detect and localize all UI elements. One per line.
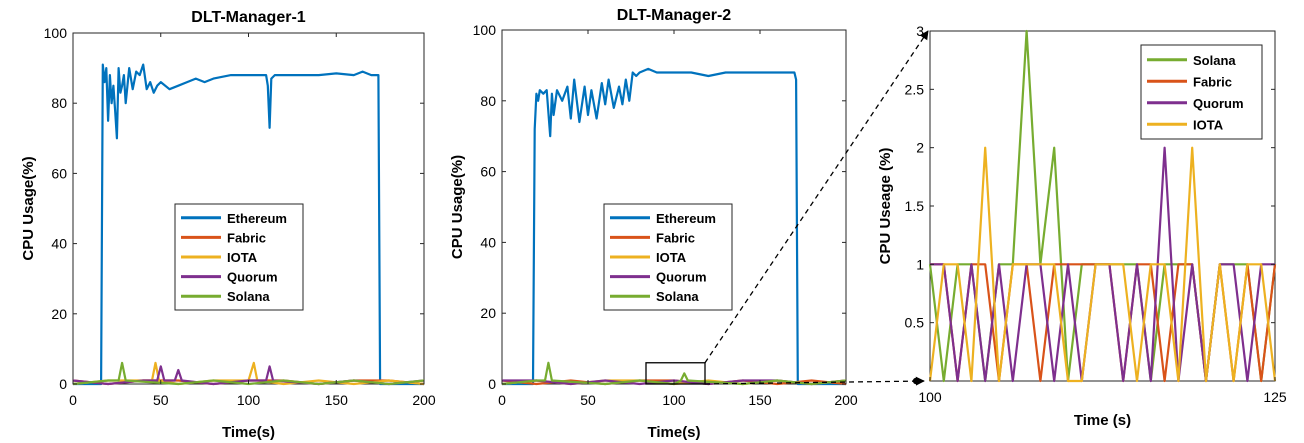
legend-label-ethereum-2: Ethereum: [656, 211, 716, 226]
y-axis-label-2: CPU Usage(%): [449, 155, 466, 259]
y-axis-label-3: CPU Useage (%): [877, 148, 894, 265]
y-tick-label-1: 40: [51, 236, 67, 252]
x-tick-label-2: 50: [580, 392, 596, 408]
y-tick-label-3: 3: [916, 23, 924, 39]
x-tick-label-1: 150: [325, 392, 349, 408]
y-tick-label-1: 60: [51, 165, 67, 181]
x-tick-label-2: 100: [662, 392, 686, 408]
y-tick-label-2: 40: [480, 234, 496, 250]
x-tick-label-2: 0: [498, 392, 506, 408]
y-tick-label-2: 0: [488, 376, 496, 392]
y-tick-label-3: 1.5: [905, 198, 925, 214]
zoom-arrow-bottom-dot: [912, 377, 920, 385]
legend-label-quorum-1: Quorum: [227, 270, 278, 285]
y-tick-label-2: 80: [480, 93, 496, 109]
zoom-arrow-bottom: [704, 376, 925, 386]
x-axis-label-1: Time(s): [222, 424, 275, 441]
x-tick-label-1: 0: [69, 392, 77, 408]
x-tick-label-2: 150: [748, 392, 772, 408]
y-tick-label-3: 1: [916, 256, 924, 272]
x-axis-label-2: Time(s): [647, 424, 700, 441]
legend-label-solana-1: Solana: [227, 289, 270, 304]
series-line-ethereum-1: [73, 63, 424, 386]
zoom-region-box: [645, 362, 706, 385]
x-tick-label-2: 200: [834, 392, 858, 408]
legend-label-iota-1: IOTA: [227, 250, 258, 265]
y-tick-label-2: 60: [480, 164, 496, 180]
series-line-iota-3: [928, 146, 1277, 383]
chart-title-1: DLT-Manager-1: [191, 9, 305, 26]
y-tick-label-3: 2.5: [905, 81, 925, 97]
y-tick-label-2: 100: [473, 22, 497, 38]
series-line-ethereum-2: [502, 67, 846, 386]
x-tick-label-3: 100: [918, 389, 942, 405]
y-tick-label-1: 20: [51, 306, 67, 322]
legend-label-solana-3: Solana: [1193, 53, 1236, 68]
series-line-solana-1: [72, 361, 425, 386]
legend-label-fabric-2: Fabric: [656, 230, 695, 245]
y-tick-label-3: 0.5: [905, 315, 925, 331]
x-tick-label-1: 200: [412, 392, 436, 408]
legend-label-iota-3: IOTA: [1193, 117, 1224, 132]
x-axis-label-3: Time (s): [1074, 412, 1131, 429]
y-tick-label-1: 100: [44, 25, 68, 41]
legend-label-solana-2: Solana: [656, 289, 699, 304]
legend-label-quorum-2: Quorum: [656, 270, 707, 285]
zoom-arrow-top: [704, 30, 929, 364]
y-tick-label-3: 2: [916, 140, 924, 156]
legend-label-quorum-3: Quorum: [1193, 96, 1244, 111]
x-tick-label-3: 125: [1263, 389, 1287, 405]
y-tick-label-1: 80: [51, 95, 67, 111]
legend-label-iota-2: IOTA: [656, 250, 687, 265]
legend-label-ethereum-1: Ethereum: [227, 211, 287, 226]
x-tick-label-1: 50: [153, 392, 169, 408]
y-axis-label-1: CPU Usage(%): [20, 156, 37, 260]
chart-title-2: DLT-Manager-2: [617, 7, 731, 24]
legend-label-fabric-3: Fabric: [1193, 74, 1232, 89]
y-tick-label-2: 20: [480, 305, 496, 321]
legend-label-fabric-1: Fabric: [227, 230, 266, 245]
y-tick-label-1: 0: [59, 376, 67, 392]
x-tick-label-1: 100: [237, 392, 261, 408]
